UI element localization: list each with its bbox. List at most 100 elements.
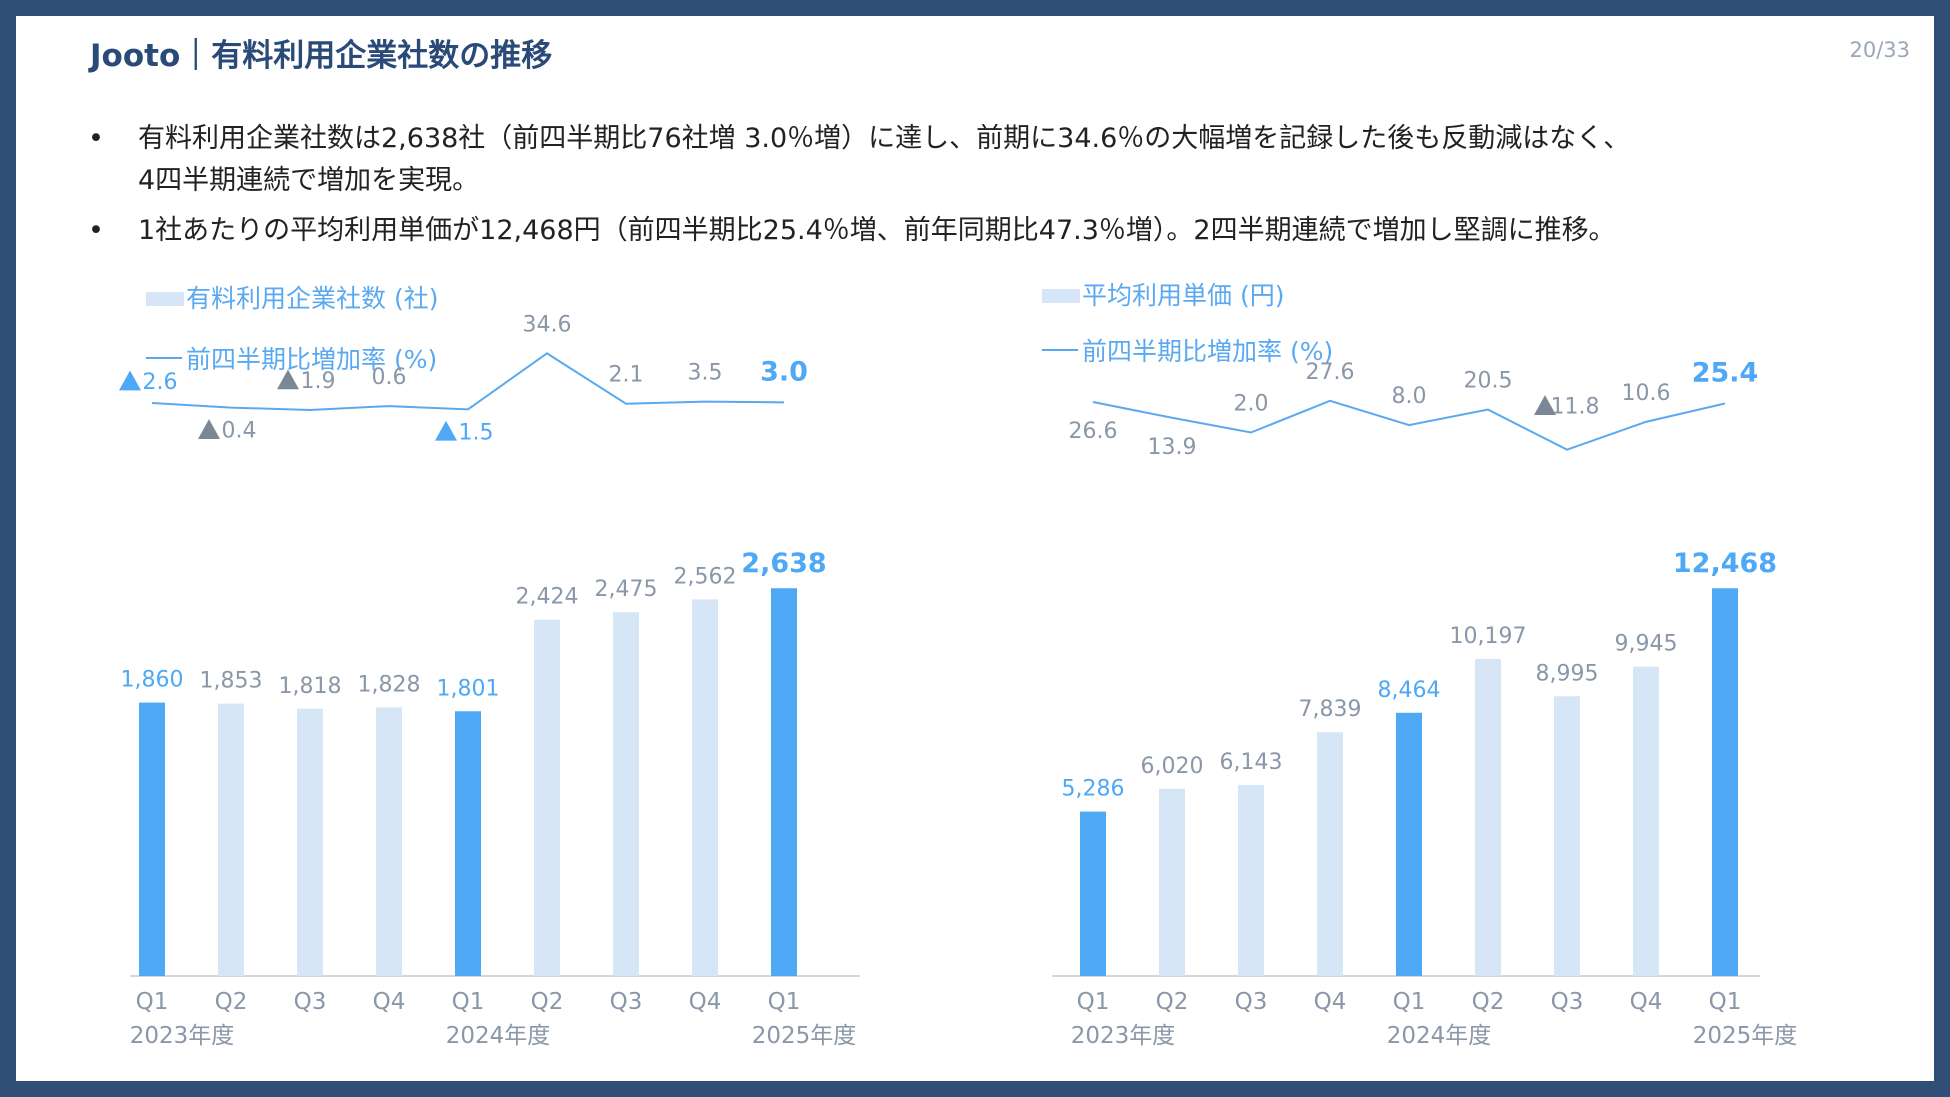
companies-x-tick-labels: Q1 Q2 Q3 Q4 Q1 Q2 Q3 Q4 Q1 2023年度 2024年度 2025年度 [130, 989, 857, 1049]
page-title: Jooto｜有料利用企業社数の推移 [90, 38, 553, 74]
bar-value-label: 7,839 [1299, 697, 1362, 722]
x-tick-label: Q3 [1551, 989, 1584, 1015]
line-value-label: 3.0 [760, 356, 808, 387]
line-value-label: 2.1 [609, 363, 644, 388]
summary-bullets: 有料利用企業社数は2,638社（前四半期比76社増 3.0％増）に達し、前期に3… [88, 118, 1888, 260]
bar-value-label: 2,424 [516, 585, 579, 610]
bar [1080, 811, 1106, 976]
companies-chart-svg: 有料利用企業社数 (社)前四半期比増加率 (%)1,860 1,853 1,818 1… [119, 284, 860, 1049]
bar-value-label: 2,562 [674, 564, 737, 589]
unit-price-bars: 5,286 6,020 6,143 7,839 8,464 10,197 8,995 9,94… [1062, 548, 1777, 976]
line-value-label: 8.0 [1392, 384, 1427, 409]
line-value-label: 2.0 [1234, 392, 1269, 417]
unit-price-line-labels: 26.6 13.9 2.0 27.6 8.0 20.5 11.8 10.6 25.4 [1069, 358, 1759, 460]
line-value-label: 3.5 [688, 361, 723, 386]
legend-bar-swatch [1042, 289, 1080, 303]
bar-value-label: 6,143 [1220, 750, 1283, 775]
bar [1396, 712, 1422, 976]
bar [613, 612, 639, 976]
legend-line-label: 前四半期比増加率 (%) [1082, 337, 1333, 366]
line-value-label: 0.6 [372, 365, 407, 390]
x-tick-label: Q4 [1630, 989, 1663, 1015]
change-indicator-triangle-icon [1534, 395, 1556, 415]
bar [1712, 588, 1738, 976]
legend-bar-label: 有料利用企業社数 (社) [186, 284, 438, 313]
bar-value-label: 9,945 [1615, 632, 1678, 657]
bullet-item-2: 1社あたりの平均利用単価が12,468円（前四半期比25.4％増、前年同期比47… [88, 210, 1888, 252]
line-value-label: 2.6 [143, 370, 178, 395]
x-tick-label: Q1 [1709, 989, 1742, 1015]
x-tick-label: Q1 [768, 989, 801, 1015]
x-tick-label: Q2 [1472, 989, 1505, 1015]
fiscal-year-label: 2023年度 [1071, 1023, 1176, 1049]
x-tick-label: Q4 [1314, 989, 1347, 1015]
x-tick-label: Q4 [689, 989, 722, 1015]
companies-line-labels: 2.6 0.4 1.9 0.6 1.5 34.6 2.1 3.5 3.0 [119, 312, 808, 445]
legend-bar-swatch [146, 292, 184, 306]
bullet-item-1: 有料利用企業社数は2,638社（前四半期比76社増 3.0％増）に達し、前期に3… [88, 118, 1888, 202]
bar-value-label: 1,853 [200, 669, 263, 694]
companies-chart: 有料利用企業社数 (社) 前四半期比増加率 (%) 1,860 1,853 1,818 1… [119, 284, 1030, 1080]
unit-price-x-tick-labels: Q1 Q2 Q3 Q4 Q1 Q2 Q3 Q4 Q1 2023年度 2024年度 2025年度 [1071, 989, 1798, 1049]
bar [1238, 784, 1264, 976]
bar [376, 707, 402, 976]
fiscal-year-label: 2025年度 [752, 1023, 857, 1049]
unit-price-chart-svg: 平均利用単価 (円) 前四半期比増加率 (%) 5,286 6,020 6,143 7,8… [1042, 281, 1798, 1049]
bar [218, 703, 244, 976]
page-number: 20/33 [1849, 38, 1910, 62]
line-value-label: 26.6 [1069, 419, 1118, 444]
unit-price-growth-line [1092, 399, 1726, 451]
x-tick-label: Q1 [136, 989, 169, 1015]
x-tick-label: Q1 [452, 989, 485, 1015]
x-tick-label: Q4 [373, 989, 406, 1015]
x-tick-label: Q2 [215, 989, 248, 1015]
legend-line-label: 前四半期比増加率 (%) [186, 345, 437, 374]
bar [771, 588, 797, 976]
line-value-label: 0.4 [222, 419, 257, 444]
x-tick-label: Q3 [1235, 989, 1268, 1015]
bar-value-label: 1,801 [437, 676, 500, 701]
line-value-label: 11.8 [1551, 395, 1600, 420]
bar-value-label: 8,464 [1378, 678, 1441, 703]
unit-price-chart: 平均利用単価 (円) 前四半期比増加率 (%) 5,286 6,020 6,143 7,8… [1030, 281, 1930, 1080]
bar [1317, 732, 1343, 976]
bar-value-label: 12,468 [1673, 548, 1777, 579]
companies-bars: 1,860 1,853 1,818 1,828 1,801 2,424 2,475 2,562… [121, 548, 827, 976]
bar [534, 619, 560, 976]
bar [139, 702, 165, 976]
bar-value-label: 1,828 [358, 672, 421, 697]
line-value-label: 20.5 [1464, 369, 1513, 394]
bar-value-label: 1,818 [279, 674, 342, 699]
bar-value-label: 5,286 [1062, 777, 1125, 802]
x-tick-label: Q3 [610, 989, 643, 1015]
bar [1159, 788, 1185, 976]
companies-growth-line [151, 352, 785, 411]
x-tick-label: Q2 [531, 989, 564, 1015]
bar-value-label: 2,475 [595, 577, 658, 602]
bar [1554, 696, 1580, 976]
unit-price-legend: 平均利用単価 (円) 前四半期比増加率 (%) [1042, 281, 1333, 366]
x-tick-label: Q3 [294, 989, 327, 1015]
change-indicator-triangle-icon [198, 419, 220, 439]
line-value-label: 27.6 [1306, 360, 1355, 385]
companies-legend: 有料利用企業社数 (社) 前四半期比増加率 (%) [146, 284, 438, 374]
line-value-label: 34.6 [523, 312, 572, 337]
bar-value-label: 2,638 [741, 548, 826, 579]
bar-value-label: 1,860 [121, 668, 184, 693]
change-indicator-triangle-icon [119, 370, 141, 391]
legend-bar-label: 平均利用単価 (円) [1082, 281, 1284, 310]
line-value-label: 13.9 [1148, 435, 1197, 460]
bar [692, 599, 718, 976]
bullet-1-line-2: 4四半期連続で増加を実現。 [138, 165, 480, 196]
line-value-label: 25.4 [1692, 358, 1759, 389]
bar-value-label: 8,995 [1536, 661, 1599, 686]
line-value-label: 1.9 [301, 369, 336, 394]
x-tick-label: Q1 [1393, 989, 1426, 1015]
change-indicator-triangle-icon [277, 369, 299, 390]
bullet-2-line-1: 1社あたりの平均利用単価が12,468円（前四半期比25.4％増、前年同期比47… [138, 215, 1616, 246]
bullet-1-line-1: 有料利用企業社数は2,638社（前四半期比76社増 3.0％増）に達し、前期に3… [138, 123, 1631, 154]
fiscal-year-label: 2025年度 [1693, 1023, 1798, 1049]
change-indicator-triangle-icon [435, 420, 457, 441]
line-value-label: 10.6 [1622, 381, 1671, 406]
